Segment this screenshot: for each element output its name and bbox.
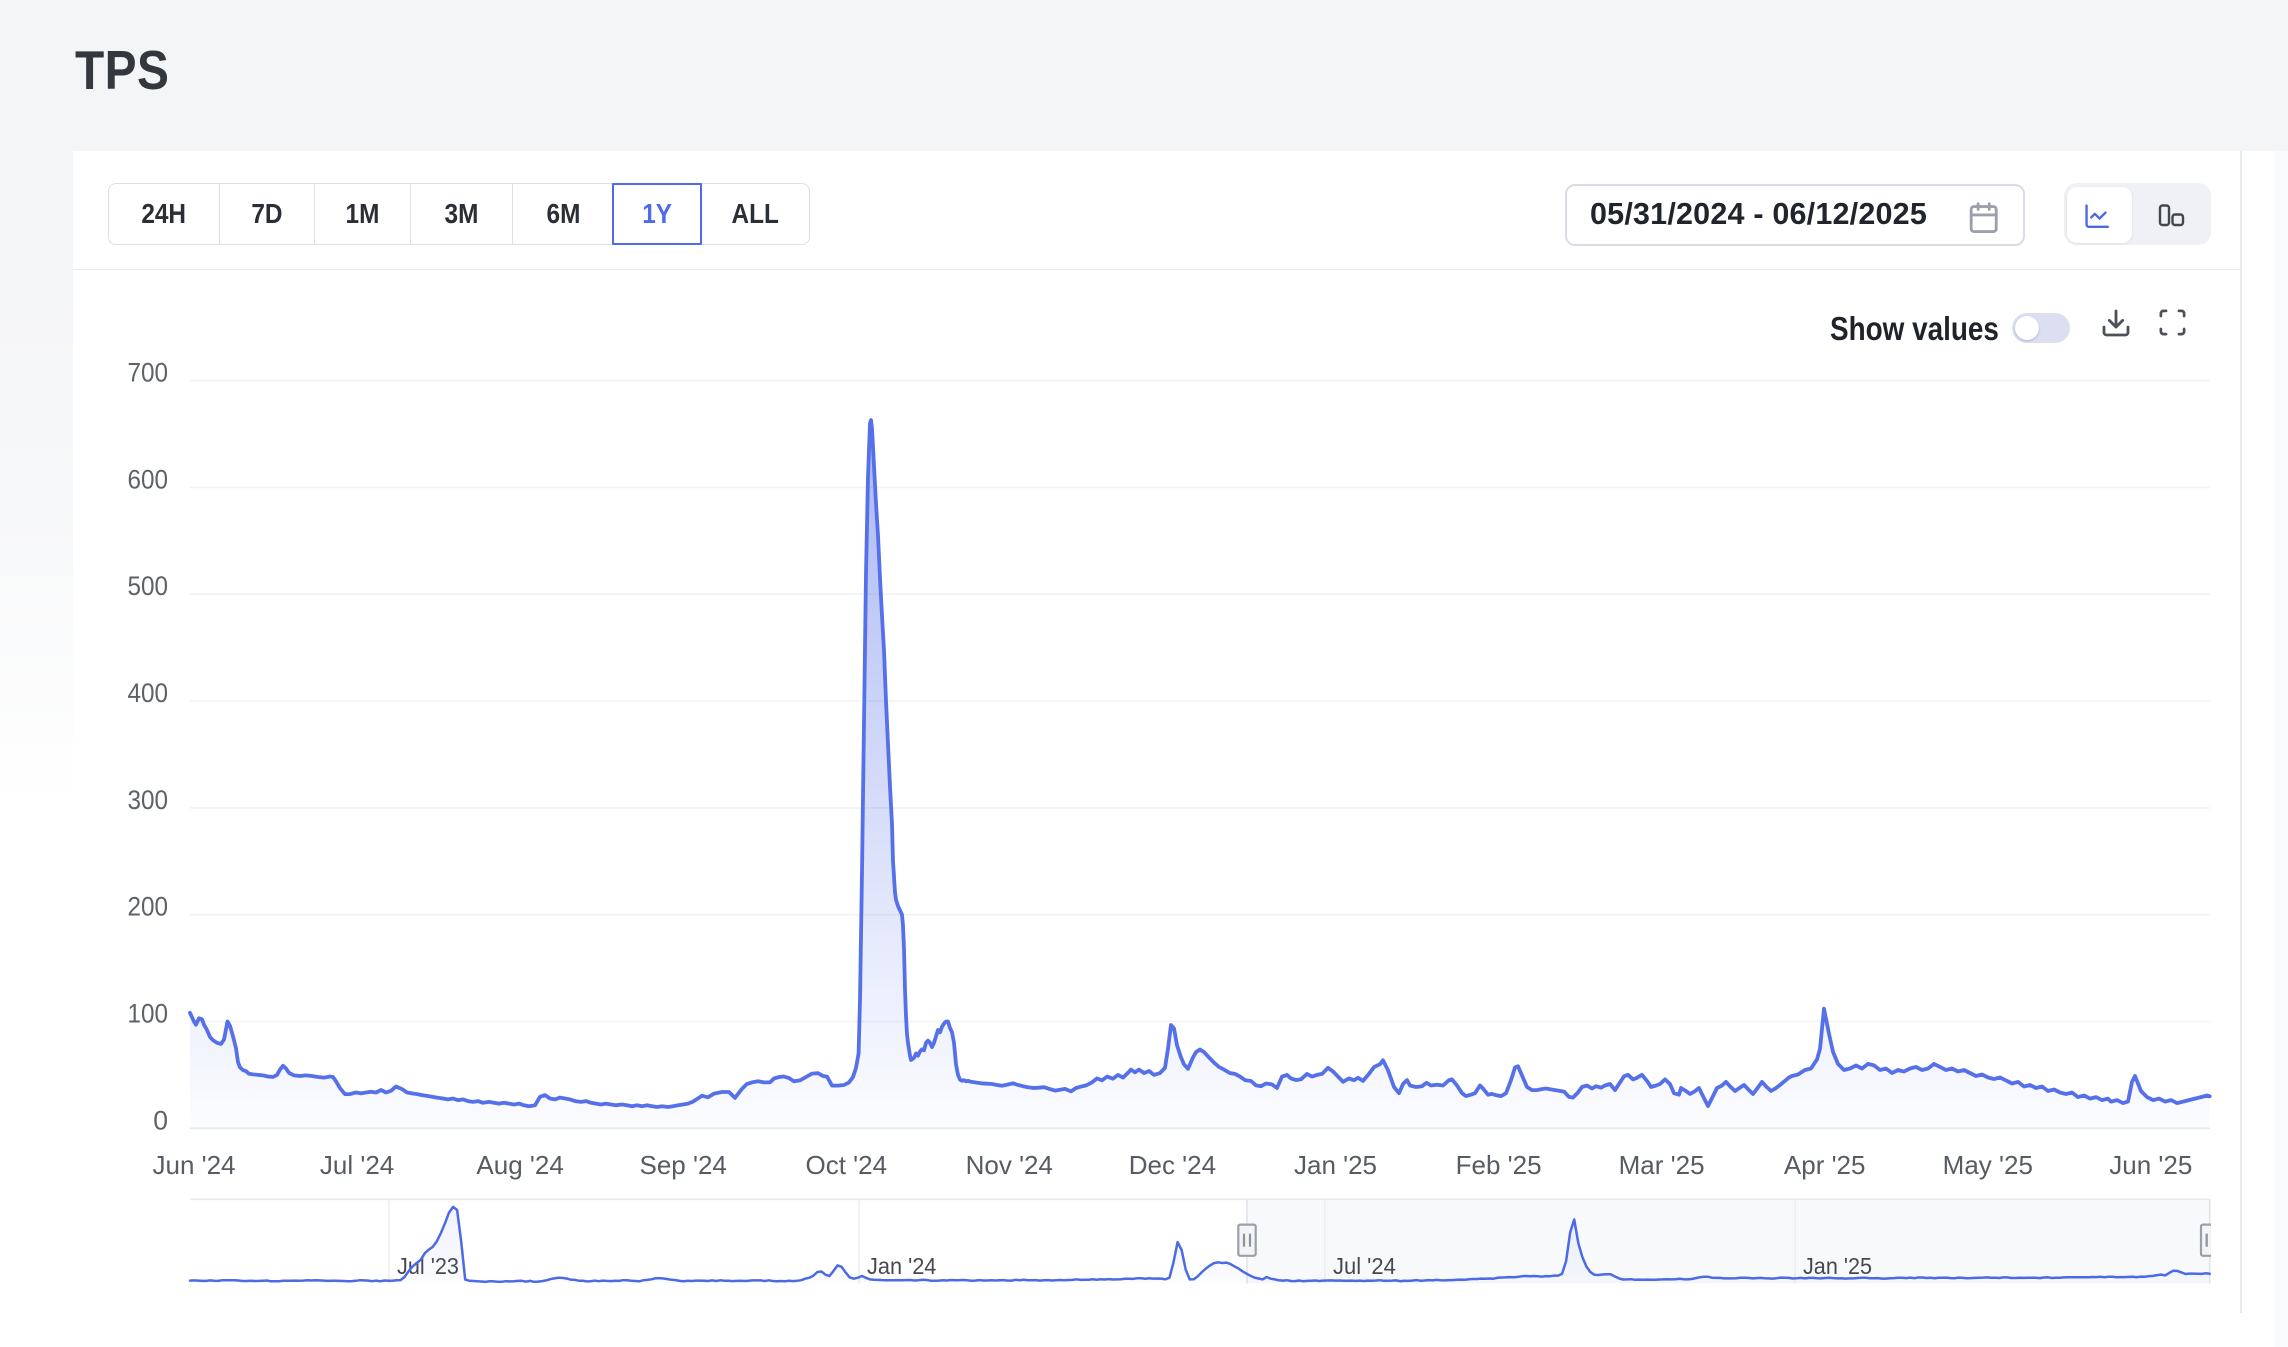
svg-text:Apr '25: Apr '25 (1784, 1150, 1866, 1180)
svg-text:Jul '24: Jul '24 (1333, 1253, 1396, 1279)
svg-text:Jan '24: Jan '24 (867, 1253, 936, 1279)
svg-text:Jun '24: Jun '24 (152, 1150, 235, 1180)
svg-text:100: 100 (128, 999, 169, 1029)
svg-text:Dec '24: Dec '24 (1129, 1150, 1216, 1180)
svg-text:Oct '24: Oct '24 (806, 1150, 888, 1180)
svg-text:Jan '25: Jan '25 (1294, 1150, 1377, 1180)
svg-text:700: 700 (128, 358, 169, 388)
svg-text:0: 0 (153, 1105, 168, 1135)
svg-text:May '25: May '25 (1943, 1150, 2033, 1180)
svg-text:Jun '25: Jun '25 (2109, 1150, 2192, 1180)
svg-text:500: 500 (128, 571, 169, 601)
svg-text:400: 400 (128, 678, 169, 708)
svg-text:200: 200 (128, 892, 169, 922)
svg-text:Mar '25: Mar '25 (1619, 1150, 1705, 1180)
svg-text:Feb '25: Feb '25 (1456, 1150, 1542, 1180)
svg-text:Sep '24: Sep '24 (640, 1150, 727, 1180)
svg-text:600: 600 (128, 464, 169, 494)
svg-text:Aug '24: Aug '24 (476, 1150, 563, 1180)
svg-text:Nov '24: Nov '24 (966, 1150, 1053, 1180)
svg-text:Jul '24: Jul '24 (320, 1150, 394, 1180)
svg-text:Jan '25: Jan '25 (1803, 1253, 1872, 1279)
svg-text:300: 300 (128, 785, 169, 815)
